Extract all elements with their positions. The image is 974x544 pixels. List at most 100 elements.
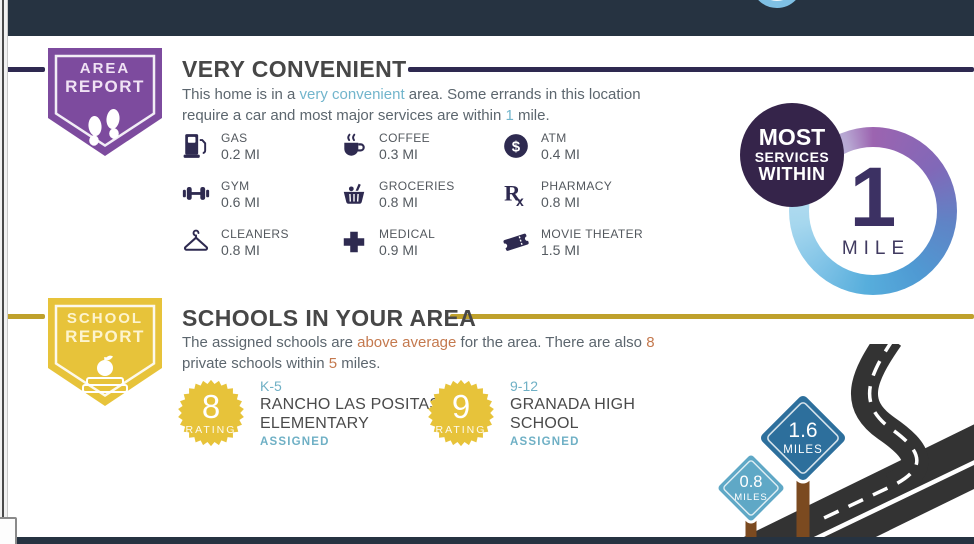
hanger-icon bbox=[182, 228, 210, 256]
amenity-distance: 0.2 MI bbox=[221, 146, 260, 162]
road-center-line bbox=[799, 460, 974, 544]
amenity-item: $ ATM 0.4 MI bbox=[502, 131, 682, 179]
dial-value: 1 bbox=[849, 150, 897, 245]
road-graphic: 1.6 MILES 0.8 MILES bbox=[715, 344, 974, 544]
road-band bbox=[729, 424, 974, 544]
amenity-name: COFFEE bbox=[379, 131, 431, 145]
amenity-item: COFFEE 0.3 MI bbox=[340, 131, 502, 179]
desc-text: for the area. There are also bbox=[456, 334, 647, 351]
school-report-badge: SCHOOL REPORT bbox=[45, 295, 165, 409]
shield-shape bbox=[48, 48, 162, 156]
amenity-distance: 0.8 MI bbox=[221, 242, 260, 258]
dumbbell-icon bbox=[182, 180, 210, 208]
corner-handle[interactable] bbox=[0, 517, 17, 544]
rating-label: RATING bbox=[435, 424, 487, 436]
svg-text:x: x bbox=[516, 193, 524, 208]
services-line3: WITHIN bbox=[758, 163, 826, 184]
amenity-item: GROCERIES 0.8 MI bbox=[340, 179, 502, 227]
road-center-line-dashed bbox=[823, 344, 919, 520]
badge-line1: AREA bbox=[79, 60, 131, 77]
sign-distance: 0.8 bbox=[740, 473, 763, 491]
distance-sign-far: 1.6 MILES bbox=[757, 392, 849, 484]
school-section-title: SCHOOLS IN YOUR AREA bbox=[182, 305, 477, 331]
school-rule-right bbox=[450, 314, 974, 319]
desc-text: mile. bbox=[513, 107, 550, 124]
rating-starburst-icon: 9 RATING bbox=[425, 377, 497, 449]
footprints-icon bbox=[88, 109, 120, 146]
area-description: This home is in a very convenient area. … bbox=[182, 84, 702, 126]
services-line1: MOST bbox=[758, 123, 826, 150]
shield-shape bbox=[48, 298, 162, 406]
sign-distance: 1.6 bbox=[788, 419, 817, 442]
amenity-name: GAS bbox=[221, 131, 248, 145]
desc-highlight: above average bbox=[357, 334, 457, 351]
bottom-bar bbox=[7, 537, 974, 544]
medical-cross-icon bbox=[340, 228, 368, 256]
amenity-name: GYM bbox=[221, 179, 250, 193]
area-section-title: VERY CONVENIENT bbox=[182, 56, 407, 82]
amenity-name: ATM bbox=[541, 131, 567, 145]
svg-text:$: $ bbox=[512, 138, 521, 155]
amenity-item: GAS 0.2 MI bbox=[182, 131, 340, 179]
school-grades: 9-12 bbox=[510, 378, 539, 394]
sign-post bbox=[796, 464, 810, 544]
rating-starburst-icon: 8 RATING bbox=[175, 377, 247, 449]
amenity-name: PHARMACY bbox=[541, 179, 613, 193]
amenity-distance: 0.8 MI bbox=[541, 194, 580, 210]
badge-line2: REPORT bbox=[65, 327, 145, 347]
school-name: RANCHO LAS POSITAS ELEMENTARY bbox=[260, 396, 441, 432]
amenity-item: MEDICAL 0.9 MI bbox=[340, 227, 502, 275]
dollar-coin-icon: $ bbox=[502, 132, 530, 160]
amenity-name: MEDICAL bbox=[379, 227, 436, 241]
school-rule-left bbox=[6, 314, 45, 319]
desc-text: area. Some errands in this location bbox=[404, 86, 641, 103]
desc-highlight: 5 bbox=[328, 355, 338, 372]
sign-post bbox=[745, 509, 757, 544]
amenity-name: GROCERIES bbox=[379, 179, 455, 193]
desc-text: The assigned schools are bbox=[182, 334, 358, 351]
amenity-distance: 0.9 MI bbox=[379, 242, 418, 258]
most-services-badge: MOST SERVICES WITHIN bbox=[740, 103, 844, 207]
area-report-badge: AREA REPORT bbox=[45, 45, 165, 159]
school-entry: 8 RATING K-5 RANCHO LAS POSITAS ELEMENTAR… bbox=[175, 377, 440, 449]
amenity-distance: 1.5 MI bbox=[541, 242, 580, 258]
svg-text:R: R bbox=[504, 180, 521, 205]
dial-unit: MILE bbox=[841, 237, 911, 259]
desc-highlight: very convenient bbox=[299, 86, 405, 103]
badge-line1: SCHOOL bbox=[66, 310, 144, 327]
desc-highlight: 1 bbox=[505, 107, 514, 124]
amenity-item: CLEANERS 0.8 MI bbox=[182, 227, 340, 275]
school-rating: 8 bbox=[201, 388, 221, 425]
school-entry: 9 RATING 9-12 GRANADA HIGH SCHOOL ASSIGNE… bbox=[425, 377, 635, 449]
rating-label: RATING bbox=[185, 424, 237, 436]
sign-unit: MILES bbox=[734, 492, 768, 503]
school-name: GRANADA HIGH SCHOOL bbox=[510, 396, 636, 432]
amenity-distance: 0.4 MI bbox=[541, 146, 580, 162]
area-rule-right bbox=[408, 67, 974, 72]
road-curve bbox=[851, 344, 929, 498]
distance-sign-near: 0.8 MILES bbox=[715, 452, 787, 524]
area-rule-left bbox=[6, 67, 45, 72]
school-grades: K-5 bbox=[260, 378, 282, 394]
amenity-name: MOVIE THEATER bbox=[541, 227, 644, 241]
desc-text: miles. bbox=[337, 355, 381, 372]
amenity-name: CLEANERS bbox=[221, 227, 289, 241]
school-status: ASSIGNED bbox=[260, 436, 330, 448]
services-line2: SERVICES bbox=[754, 148, 830, 165]
amenity-item: GYM 0.6 MI bbox=[182, 179, 340, 227]
amenity-distance: 0.6 MI bbox=[221, 194, 260, 210]
amenity-item: MOVIE THEATER 1.5 MI bbox=[502, 227, 682, 275]
amenity-distance: 0.8 MI bbox=[379, 194, 418, 210]
movie-ticket-icon bbox=[502, 228, 530, 256]
logo-circle-icon bbox=[751, 0, 803, 8]
coffee-cup-icon bbox=[340, 132, 368, 160]
sign-unit: MILES bbox=[783, 444, 823, 456]
grocery-basket-icon bbox=[340, 180, 368, 208]
school-status: ASSIGNED bbox=[510, 436, 580, 448]
page-left-edge bbox=[0, 0, 8, 544]
amenity-distance: 0.3 MI bbox=[379, 146, 418, 162]
top-bar bbox=[7, 0, 974, 36]
